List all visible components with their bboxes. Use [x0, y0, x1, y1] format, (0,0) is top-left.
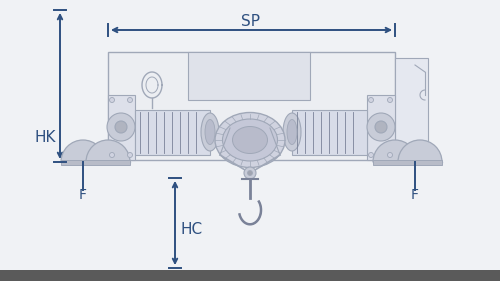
- Circle shape: [388, 98, 392, 103]
- Circle shape: [128, 98, 132, 103]
- Ellipse shape: [205, 119, 215, 144]
- Bar: [292, 110, 367, 155]
- Circle shape: [110, 98, 114, 103]
- Bar: [367, 95, 395, 160]
- Bar: [373, 160, 442, 165]
- Ellipse shape: [201, 113, 219, 151]
- Bar: [135, 110, 210, 155]
- Bar: [0, 270, 500, 281]
- Circle shape: [115, 121, 127, 133]
- Text: HC: HC: [181, 223, 203, 237]
- Text: F: F: [411, 188, 419, 202]
- Circle shape: [375, 121, 387, 133]
- Wedge shape: [61, 140, 105, 162]
- Text: SP: SP: [240, 15, 260, 30]
- Wedge shape: [398, 140, 442, 162]
- Circle shape: [367, 113, 395, 141]
- Ellipse shape: [287, 119, 297, 144]
- Circle shape: [110, 153, 114, 157]
- Circle shape: [368, 153, 374, 157]
- Bar: [108, 52, 395, 160]
- Circle shape: [128, 153, 132, 157]
- Wedge shape: [86, 140, 130, 162]
- Ellipse shape: [215, 112, 285, 167]
- Bar: [61, 160, 130, 165]
- Ellipse shape: [232, 126, 268, 153]
- Text: F: F: [79, 188, 87, 202]
- Text: HK: HK: [34, 130, 56, 146]
- Bar: [188, 52, 310, 100]
- Circle shape: [107, 113, 135, 141]
- Ellipse shape: [222, 119, 278, 161]
- Bar: [395, 58, 428, 148]
- Circle shape: [368, 98, 374, 103]
- Bar: [108, 95, 135, 160]
- Ellipse shape: [283, 113, 301, 151]
- Circle shape: [248, 171, 252, 176]
- Circle shape: [388, 153, 392, 157]
- Wedge shape: [373, 140, 417, 162]
- Circle shape: [244, 167, 256, 179]
